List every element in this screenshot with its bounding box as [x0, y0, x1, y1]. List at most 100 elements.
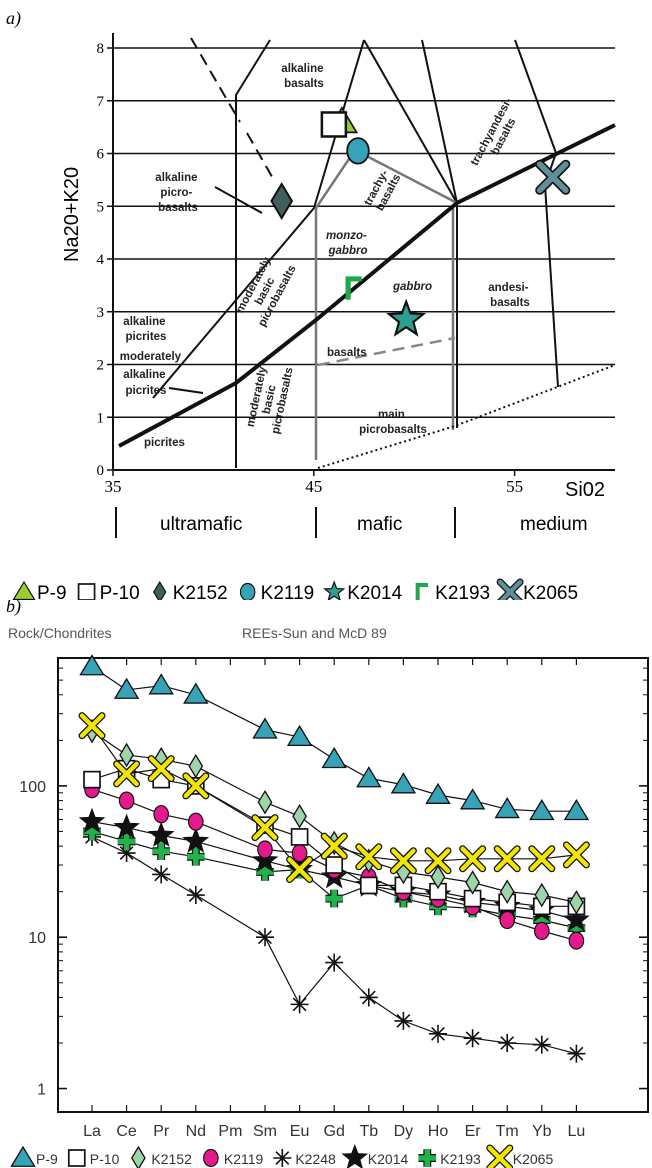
tas-y-axis-label: Na20+K20	[61, 167, 83, 262]
tas-legend-item-k2014: K2014	[323, 580, 403, 600]
ree-x-tick-label: Tm	[496, 1123, 519, 1140]
ree-point-k2065	[320, 832, 348, 860]
ree-point-k2065	[389, 847, 417, 875]
ree-point-k2152	[257, 789, 273, 815]
tas-legend-marker-p-9	[12, 580, 36, 600]
ree-point-k2152	[465, 870, 480, 895]
tas-legend: P-9 P-10 K2152 K2119 K2014 K2193 K2065	[12, 578, 578, 600]
tas-point-k2193	[345, 276, 362, 300]
tas-y-tick-label: 0	[97, 463, 105, 479]
ree-y-tick-label: 100	[19, 779, 46, 796]
ree-point-p-9	[252, 717, 278, 739]
ree-point-p-9	[356, 766, 382, 788]
ree-plot-frame	[57, 657, 649, 1113]
tas-legend-label: P-10	[100, 583, 140, 600]
tas-lower-left-line	[168, 387, 204, 394]
tas-y-tick-label: 5	[97, 199, 105, 215]
ree-point-k2065	[286, 856, 314, 884]
tas-legend-marker-k2193	[415, 583, 429, 600]
tas-legend-label: K2014	[347, 583, 402, 600]
ree-point-p-9	[494, 797, 520, 819]
ree-point-p-9	[390, 772, 417, 794]
ree-point-k2152	[430, 864, 446, 890]
range-mafic: mafic	[357, 514, 402, 535]
ree-legend-item-k2193: K2193	[418, 1149, 481, 1167]
tas-point-k2014	[386, 298, 427, 337]
field-gabbro: gabbro	[392, 281, 432, 293]
ree-axis-ticks: 1 10 100 La Ce Pr Nd Pm Sm Eu Gd Tb Dy Ho Er Tm Yb Lu	[19, 657, 648, 1140]
tas-legend-item-p-9: P-9	[12, 580, 67, 600]
ree-point-k2248	[325, 953, 344, 972]
ree-point-k2014	[78, 807, 106, 834]
ree-point-p-9	[563, 798, 590, 821]
ree-legend-marker-p-10	[67, 1149, 86, 1167]
ree-legend-marker-k2014	[341, 1143, 369, 1168]
ree-point-p-10	[325, 856, 344, 874]
tas-y-tick-label: 7	[97, 94, 105, 110]
ree-point-k2014	[182, 827, 210, 853]
field-basalts: basalts	[327, 347, 367, 359]
ree-point-p-9	[183, 682, 209, 704]
ree-point-p-9	[79, 654, 105, 676]
ree-legend-marker-p-9	[10, 1145, 36, 1167]
field-moderately-basic-picrobasalts: moderately basic picrobasalts	[233, 251, 298, 329]
ree-point-p-9	[148, 673, 174, 695]
ree-point-k2248	[359, 988, 378, 1007]
ree-legend-marker-k2119	[203, 1148, 219, 1168]
tas-legend-item-k2152: K2152	[153, 580, 228, 600]
tas-legend-item-k2193: K2193	[415, 583, 490, 600]
ree-x-tick-label: Sm	[253, 1123, 277, 1140]
tas-legend-label: K2119	[261, 583, 315, 600]
ree-y-tick-label: 1	[37, 1082, 46, 1099]
ree-point-k2152	[534, 882, 550, 908]
ree-legend-label: K2119	[224, 1151, 264, 1167]
tas-legend-label: K2065	[523, 583, 578, 600]
ree-legend-label: K2193	[440, 1151, 481, 1167]
tas-legend-marker-k2065	[496, 578, 524, 600]
ree-point-k2065	[493, 845, 521, 873]
ree-x-tick-label: Eu	[290, 1123, 310, 1140]
field-picrites: picrites	[144, 437, 185, 449]
ree-point-k2248	[290, 995, 309, 1014]
ree-x-tick-label: Er	[465, 1123, 482, 1140]
ree-point-k2119	[118, 791, 135, 810]
ree-point-k2119	[533, 921, 550, 941]
ree-point-k2065	[424, 847, 452, 875]
ree-x-tick-label: Dy	[394, 1123, 414, 1140]
ree-point-k2014	[563, 905, 590, 932]
tas-y-tick-label: 2	[97, 358, 105, 374]
ree-x-tick-label: Lu	[568, 1123, 586, 1140]
ree-series	[78, 654, 590, 1063]
tas-legend-marker-k2119	[239, 582, 256, 600]
ree-point-k2119	[499, 910, 515, 930]
ree-legend-item-k2152: K2152	[131, 1145, 192, 1168]
range-medium: medium	[520, 514, 588, 535]
ree-point-p-9	[459, 788, 486, 810]
ree-x-tick-label: Gd	[324, 1123, 345, 1140]
ree-legend-label: K2152	[151, 1151, 192, 1167]
ree-legend-item-k2248: K2248	[273, 1149, 336, 1167]
ree-point-k2119	[257, 840, 273, 859]
ree-point-k2248	[498, 1034, 517, 1053]
tas-x-tick-label: 45	[305, 477, 322, 496]
ree-series-p-9	[79, 654, 590, 821]
ree-point-k2065	[113, 760, 141, 788]
ree-point-k2152	[188, 753, 204, 779]
ree-title-right: REEs-Sun and McD 89	[242, 625, 387, 641]
ree-point-k2152	[292, 803, 307, 829]
ree-legend-label: P-9	[36, 1151, 58, 1167]
ree-point-k2248	[567, 1044, 586, 1063]
ree-legend-marker-k2065	[486, 1144, 514, 1168]
ree-point-k2248	[152, 865, 171, 884]
ree-point-k2152	[119, 742, 134, 768]
ree-legend: P-9 P-10 K2152 K2119 K2248 K2014 K2193 K2065	[10, 1143, 553, 1168]
ree-legend-item-k2065: K2065	[486, 1144, 553, 1168]
tas-point-k2119	[346, 137, 370, 165]
ree-point-k2065	[251, 814, 279, 842]
ree-x-tick-label: Ce	[116, 1123, 137, 1140]
tas-legend-label: K2152	[173, 583, 228, 600]
tas-legend-marker-k2014	[323, 580, 346, 600]
tas-picrobasalt-leader	[214, 186, 263, 214]
ree-point-p-10	[290, 828, 309, 846]
